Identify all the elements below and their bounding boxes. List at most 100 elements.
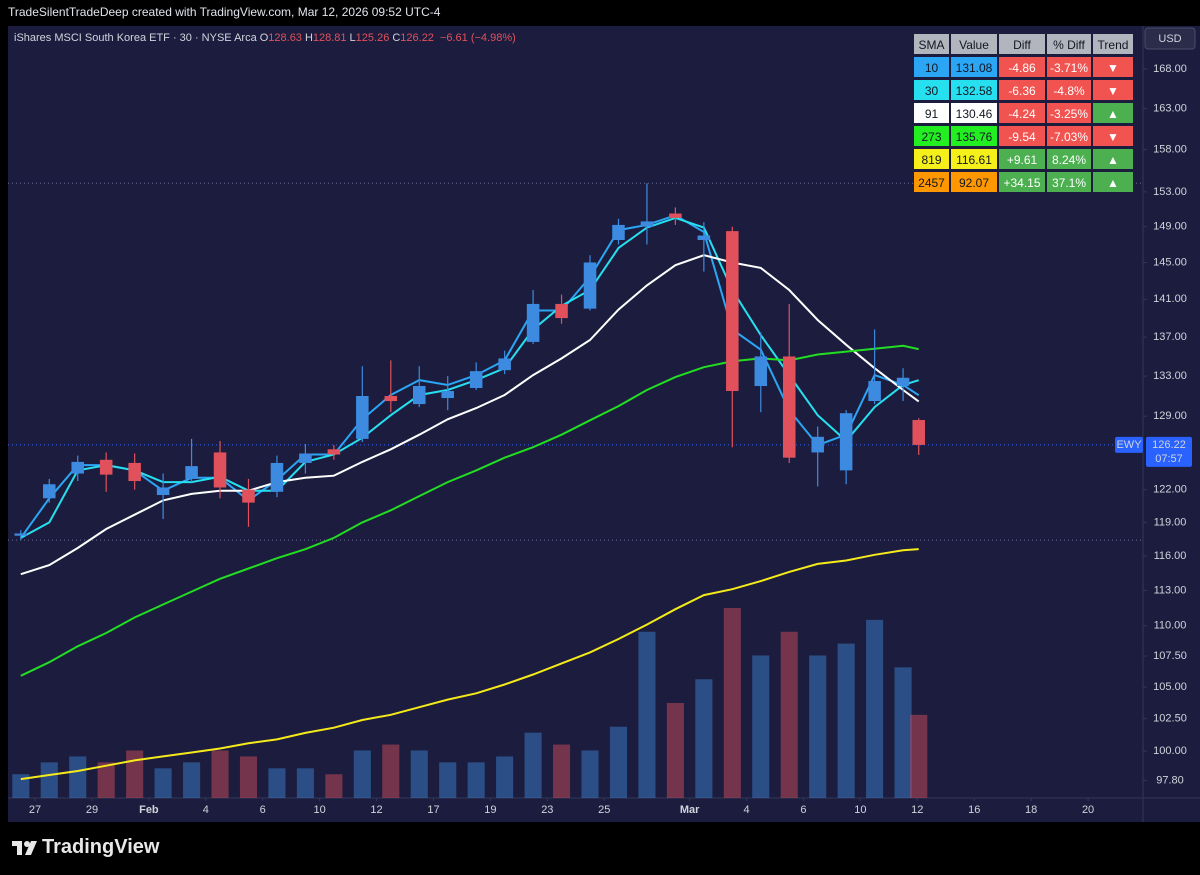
table-cell: -4.86 [998,56,1046,78]
logo [12,841,37,855]
volume-bar [467,762,485,798]
candle-body [583,262,597,309]
table-cell: -3.25% [1046,102,1092,124]
volume-bar [524,732,542,798]
table-cell: 135.76 [950,125,998,147]
candle-body [384,396,398,402]
y-tick-label: 113.00 [1154,584,1187,596]
x-tick-label: 17 [427,804,439,816]
volume-bar [154,768,172,798]
candle-body [99,459,113,475]
candle-body [441,391,454,399]
x-tick-label: 4 [743,804,749,816]
volume-bar [268,768,286,798]
price-tag [1146,436,1192,467]
table-cell: 8.24% [1046,148,1092,170]
candle-body [868,381,881,402]
table-cell: 132.58 [950,79,998,101]
currency: USD [1158,33,1181,45]
candle-body [242,489,255,503]
volume-bar [723,608,741,798]
sma-line [20,344,919,677]
candle-body [526,303,540,342]
candle-body [14,533,28,536]
volume-bar [894,667,912,798]
table-cell: 30 [913,79,950,101]
y-tick-label: 107.50 [1153,650,1187,662]
volume-bar [780,631,798,798]
ohlc-value: 128.63 [268,32,302,44]
y-tick-label: 110.00 [1154,620,1187,632]
candle-body [469,371,483,389]
x-tick-label: 23 [541,804,553,816]
plot [8,182,1143,798]
candle-body [71,461,84,474]
y-tick-label: 133.00 [1153,370,1187,382]
candle-body [213,452,227,488]
table-cell: ▼ [1092,56,1134,78]
y-tick-label: 122.00 [1153,484,1187,496]
sma-line [20,548,919,781]
table-cell: +9.61 [998,148,1046,170]
y-tick-label: 149.00 [1153,221,1187,233]
y-tick-label: 97.80 [1156,774,1184,786]
volume-bar [353,750,371,798]
ohlc-label: O [259,32,269,44]
symbol-tag-text: EWY [1116,439,1142,451]
x-tick-label: 10 [314,804,326,816]
table-cell: 37.1% [1046,171,1092,193]
candle-body [754,356,768,387]
candle-body [128,462,141,482]
volume-bar [809,655,827,798]
ohlc-label: H [304,32,313,44]
candle-body [839,413,853,471]
table-cell: 10 [913,56,950,78]
table-cell: ▲ [1092,102,1134,124]
table-header-cell: Diff [998,33,1046,55]
x-tick-label: Feb [139,804,159,816]
table-header-cell: Trend [1092,33,1134,55]
candle-body [726,231,739,392]
volume-bar [211,750,229,798]
table-header-cell: % Diff [1046,33,1092,55]
ohlc-label: C [392,32,401,44]
candle-body [498,358,511,371]
volume-bar [97,762,115,798]
y-tick-label: 116.00 [1154,550,1187,562]
candle-body [612,224,625,240]
volume-bar [837,643,855,798]
candle-body [912,420,925,445]
table-cell: 130.46 [950,102,998,124]
sma-line [20,254,920,576]
candle-body [896,377,910,387]
candle-body [669,213,682,218]
x-tick-label: 12 [911,804,923,816]
legend: iShares MSCI South Korea ETF · 30 · NYSE… [14,32,519,44]
candle-body [185,466,198,479]
y-tick-label: 102.50 [1153,713,1187,725]
y-tick-label: 137.00 [1153,331,1187,343]
table-cell: -3.71% [1046,56,1092,78]
x-tick-label: 10 [854,804,866,816]
volume-bar [752,655,770,798]
candle-body [697,235,711,240]
y-tick-label: 153.00 [1153,186,1187,198]
x-tick-label: 20 [1082,804,1094,816]
volume-bar [439,762,457,798]
volume-bar [910,714,928,798]
volume-bar [666,703,684,798]
candle-body [156,487,170,496]
volume-bar [609,726,628,798]
table-cell: -6.36 [998,79,1046,101]
volume-bar [581,750,599,798]
symbol-title: iShares MSCI South Korea ETF · 30 · NYSE… [14,32,257,44]
table-cell: -9.54 [998,125,1046,147]
table-cell: -7.03% [1046,125,1092,147]
x-tick-label: 18 [1025,804,1037,816]
x-tick-label: 4 [203,804,209,816]
ohlc-label: L [349,32,356,44]
volume-bar [40,762,58,798]
candle-body [412,386,426,405]
y-tick-label: 163.00 [1153,102,1187,114]
currency-box[interactable] [1144,27,1196,50]
